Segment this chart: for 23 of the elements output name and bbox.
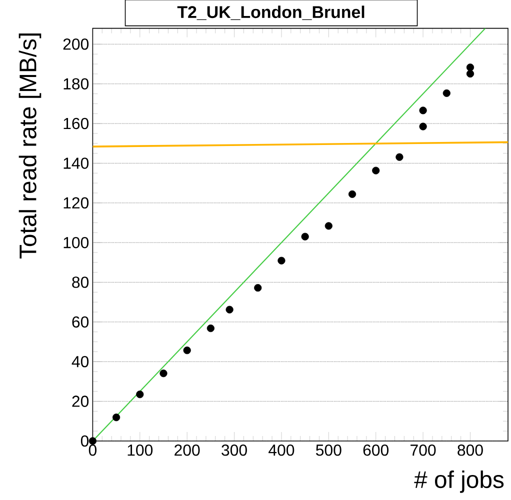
x-tick-label: 800 — [458, 444, 483, 456]
y-tick-label: 160 — [64, 118, 89, 130]
y-tick-label: 180 — [64, 78, 89, 90]
x-tick-label: 100 — [128, 444, 153, 456]
x-tick-label: 600 — [363, 444, 389, 456]
y-tick-label: 60 — [72, 316, 89, 328]
x-tick-label: 400 — [268, 444, 294, 456]
y-tick-label: 40 — [72, 356, 89, 368]
y-tick-label: 20 — [72, 396, 89, 407]
x-tick-label: 200 — [174, 444, 200, 456]
y-axis-title: Total read rate [MB/s] — [18, 34, 42, 259]
y-tick-label: 100 — [64, 236, 89, 248]
x-tick-label: 700 — [410, 444, 436, 456]
x-tick-label: 500 — [316, 444, 342, 456]
chart-title: T2_UK_London_Brunel — [177, 6, 364, 20]
y-tick-label: 120 — [64, 197, 89, 209]
x-tick-label: 0 — [88, 444, 96, 456]
y-tick-label: 0 — [80, 435, 89, 447]
y-tick-label: 140 — [64, 158, 89, 169]
y-tick-label: 80 — [72, 276, 89, 288]
y-tick-label: 200 — [63, 38, 89, 50]
x-axis-title: # of jobs — [414, 470, 504, 493]
x-tick-label: 300 — [222, 444, 247, 456]
